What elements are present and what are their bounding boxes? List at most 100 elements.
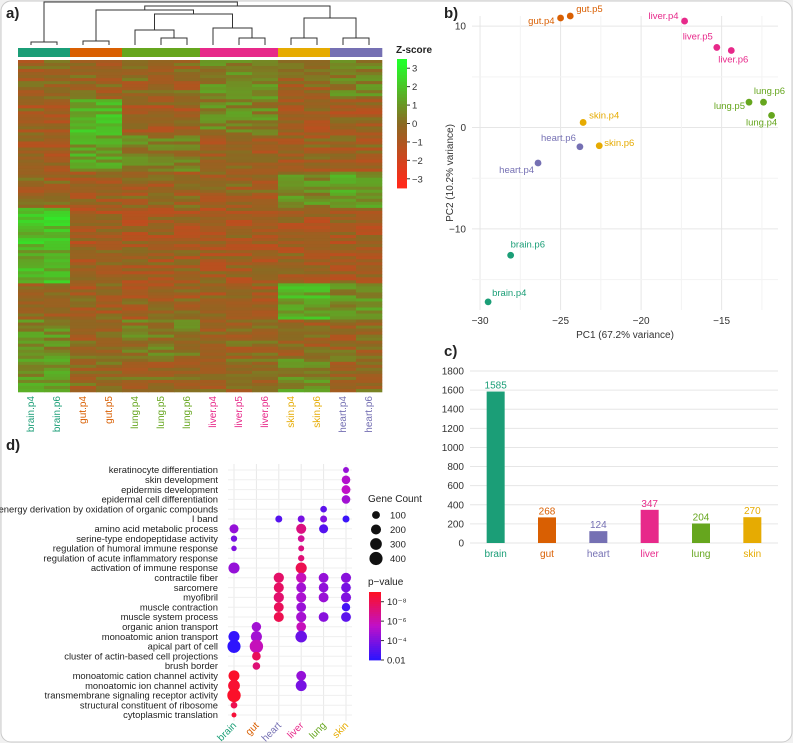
heatmap-cell xyxy=(226,358,253,363)
heatmap-cell xyxy=(148,162,175,166)
heatmap-cell xyxy=(18,192,45,197)
heatmap-cell xyxy=(148,322,175,326)
heatmap-cell xyxy=(330,334,357,338)
heatmap-cell xyxy=(200,189,227,194)
heatmap-cell xyxy=(330,78,357,82)
term-label: transmembrane signaling receptor activit… xyxy=(44,690,218,701)
color-legend-segment xyxy=(369,594,381,597)
heatmap-cell xyxy=(44,207,71,212)
heatmap-cell xyxy=(278,253,305,257)
heatmap-cell xyxy=(278,229,305,233)
heatmap-cell xyxy=(252,162,279,166)
size-legend-title: Gene Count xyxy=(368,494,422,505)
colorbar-segment xyxy=(397,117,407,121)
heatmap-cell xyxy=(278,174,305,179)
heatmap-cell xyxy=(278,147,305,151)
heatmap-cell xyxy=(174,219,201,224)
heatmap-cell xyxy=(18,289,45,293)
heatmap-cell xyxy=(96,355,123,360)
heatmap-cell xyxy=(304,367,331,372)
bar-category-label-skin: skin xyxy=(743,549,761,560)
heatmap-cell xyxy=(96,274,123,278)
heatmap-cell xyxy=(18,69,45,73)
group-bar-gut.p4 xyxy=(70,48,97,57)
heatmap-cell xyxy=(174,69,201,73)
heatmap-cell xyxy=(356,334,383,338)
heatmap-cell xyxy=(200,235,227,239)
heatmap-cell xyxy=(44,319,71,323)
heatmap-cell xyxy=(96,126,123,130)
heatmap-cell xyxy=(18,328,45,332)
heatmap-cell xyxy=(200,174,227,179)
heatmap-cell xyxy=(304,364,331,369)
heatmap-cell xyxy=(252,337,279,341)
dot-lung xyxy=(318,592,329,603)
heatmap-cell xyxy=(18,385,45,390)
heatmap-cell xyxy=(96,340,123,345)
heatmap-cell xyxy=(44,111,71,115)
heatmap-cell xyxy=(278,105,305,109)
heatmap-cell xyxy=(174,265,201,269)
heatmap-cell xyxy=(174,235,201,239)
heatmap-cell xyxy=(96,370,123,375)
heatmap-cell xyxy=(252,144,279,148)
heatmap-cell xyxy=(356,307,383,311)
heatmap-cell xyxy=(96,144,123,148)
heatmap-cell xyxy=(174,222,201,227)
colorbar-segment xyxy=(397,75,407,79)
heatmap-cell xyxy=(278,216,305,221)
colorbar-segment xyxy=(397,91,407,95)
heatmap-cell xyxy=(122,135,149,139)
heatmap-cell xyxy=(148,334,175,338)
heatmap-cell xyxy=(122,292,149,296)
heatmap-cell xyxy=(70,198,97,203)
heatmap-cell xyxy=(226,376,253,381)
heatmap-cell xyxy=(148,123,175,127)
heatmap-cell xyxy=(330,253,357,257)
heatmap-cell xyxy=(304,201,331,206)
heatmap-cell xyxy=(356,301,383,305)
heatmap-cell xyxy=(304,213,331,218)
heatmap-cell xyxy=(226,75,253,79)
heatmap-cell xyxy=(304,316,331,320)
heatmap-cell xyxy=(122,105,149,109)
heatmap-cell xyxy=(356,159,383,163)
heatmap-cell xyxy=(226,126,253,130)
heatmap-cell xyxy=(304,385,331,390)
color-legend-segment xyxy=(369,614,381,617)
heatmap-cell xyxy=(122,301,149,305)
heatmap-cell xyxy=(148,250,175,254)
heatmap-cell xyxy=(226,117,253,121)
color-legend-label: 10⁻⁸ xyxy=(387,597,407,608)
heatmap-cell xyxy=(122,307,149,311)
dot-lung xyxy=(318,572,329,583)
heatmap-cell xyxy=(44,334,71,338)
heatmap-cell xyxy=(70,102,97,106)
heatmap-cell xyxy=(70,186,97,191)
heatmap-cell xyxy=(304,361,331,366)
heatmap-cell xyxy=(304,352,331,357)
dot-heart xyxy=(273,602,284,613)
heatmap-cell xyxy=(252,373,279,378)
heatmap-cell xyxy=(18,271,45,275)
heatmap-cell xyxy=(122,126,149,130)
heatmap-cell xyxy=(70,307,97,311)
heatmap-cell xyxy=(226,156,253,160)
heatmap-cell xyxy=(18,87,45,91)
dot-lung xyxy=(318,582,329,593)
heatmap-cell xyxy=(356,337,383,341)
heatmap-cell xyxy=(122,241,149,245)
heatmap-cell xyxy=(96,319,123,323)
heatmap-cell xyxy=(174,81,201,85)
heatmap-cell xyxy=(174,376,201,381)
heatmap-cell xyxy=(96,75,123,79)
heatmap-cell xyxy=(174,165,201,169)
heatmap-cell xyxy=(330,90,357,94)
heatmap-cell xyxy=(330,328,357,332)
heatmap-cell xyxy=(70,129,97,133)
heatmap-cell xyxy=(44,373,71,378)
heatmap-cell xyxy=(148,361,175,366)
heatmap-cell xyxy=(96,388,123,393)
heatmap-cell xyxy=(252,286,279,290)
heatmap-cell xyxy=(200,204,227,209)
